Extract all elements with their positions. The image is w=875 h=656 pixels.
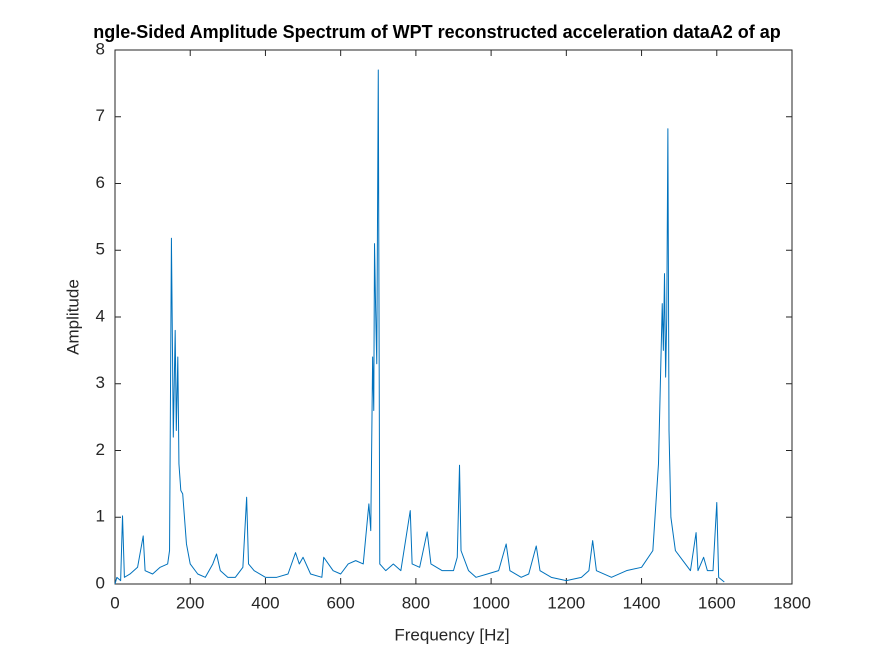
chart-title: ngle-Sided Amplitude Spectrum of WPT rec… <box>93 22 780 42</box>
y-tick-label: 1 <box>96 507 105 526</box>
x-tick-label: 1200 <box>547 593 585 612</box>
x-tick-label: 1000 <box>472 593 510 612</box>
x-tick-label: 800 <box>402 593 430 612</box>
x-tick-label: 1400 <box>623 593 661 612</box>
y-tick-label: 2 <box>96 440 105 459</box>
y-tick-label: 5 <box>96 240 105 259</box>
x-axis-label: Frequency [Hz] <box>394 625 509 644</box>
y-tick-label: 7 <box>96 106 105 125</box>
y-tick-label: 6 <box>96 173 105 192</box>
x-tick-label: 200 <box>176 593 204 612</box>
x-tick-label: 1800 <box>773 593 811 612</box>
x-tick-label: 600 <box>326 593 354 612</box>
y-axis-label: Amplitude <box>63 279 82 355</box>
spectrum-line <box>114 69 725 585</box>
y-tick-label: 3 <box>96 373 105 392</box>
y-tick-label: 8 <box>96 39 105 58</box>
x-tick-label: 0 <box>110 593 119 612</box>
x-tick-label: 1600 <box>698 593 736 612</box>
y-tick-label: 4 <box>96 306 105 325</box>
x-tick-label: 400 <box>251 593 279 612</box>
y-tick-label: 0 <box>96 573 105 592</box>
plot-area <box>114 49 793 585</box>
